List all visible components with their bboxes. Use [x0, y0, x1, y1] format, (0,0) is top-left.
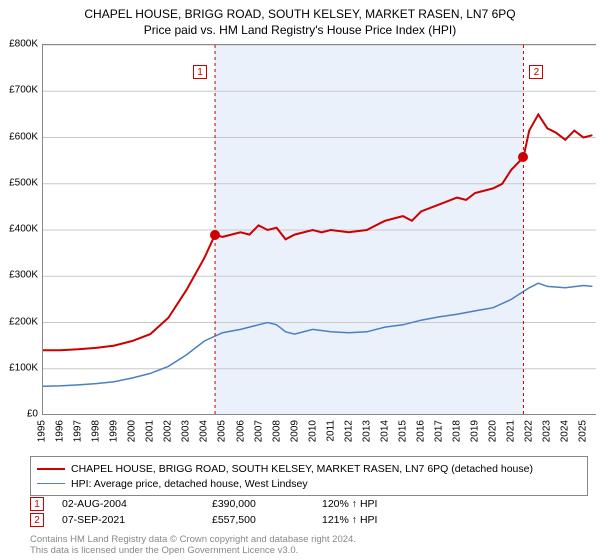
x-tick-label: 2017 [434, 420, 445, 442]
footer-attribution: Contains HM Land Registry data © Crown c… [30, 534, 588, 557]
x-tick-label: 2000 [127, 420, 138, 442]
x-tick-label: 2002 [163, 420, 174, 442]
x-tick-label: 2012 [343, 420, 354, 442]
x-tick-label: 2020 [488, 420, 499, 442]
legend-label-hpi: HPI: Average price, detached house, West… [71, 478, 308, 490]
y-tick-label: £200K [9, 316, 38, 327]
x-tick-label: 2003 [181, 420, 192, 442]
x-tick-label: 2024 [560, 420, 571, 442]
legend-label-property: CHAPEL HOUSE, BRIGG ROAD, SOUTH KELSEY, … [71, 463, 533, 475]
sale-row-price: £390,000 [212, 498, 322, 510]
chart-plot-area: 12 [42, 44, 596, 414]
x-tick-label: 2022 [524, 420, 535, 442]
sale-marker-badge: 1 [193, 65, 207, 79]
footer-line-1: Contains HM Land Registry data © Crown c… [30, 534, 588, 545]
x-axis-labels: 1995199619971998199920002001200220032004… [42, 418, 596, 458]
y-tick-label: £100K [9, 362, 38, 373]
x-tick-label: 2005 [217, 420, 228, 442]
footer-line-2: This data is licensed under the Open Gov… [30, 545, 588, 556]
y-tick-label: £500K [9, 177, 38, 188]
x-tick-label: 2015 [397, 420, 408, 442]
x-tick-label: 1997 [73, 420, 84, 442]
sale-row: 1 02-AUG-2004£390,000120% ↑ HPI [30, 496, 588, 512]
series-svg [42, 45, 596, 414]
sale-row-date: 02-AUG-2004 [62, 498, 212, 510]
legend: CHAPEL HOUSE, BRIGG ROAD, SOUTH KELSEY, … [30, 456, 588, 496]
sale-dot [210, 230, 220, 240]
y-tick-label: £700K [9, 85, 38, 96]
x-tick-label: 2006 [235, 420, 246, 442]
x-tick-label: 1999 [109, 420, 120, 442]
x-tick-label: 2001 [145, 420, 156, 442]
x-tick-label: 2021 [506, 420, 517, 442]
x-tick-label: 2007 [253, 420, 264, 442]
legend-row-hpi: HPI: Average price, detached house, West… [37, 476, 581, 491]
y-axis-labels: £0£100K£200K£300K£400K£500K£600K£700K£80… [0, 44, 40, 414]
x-tick-label: 2010 [307, 420, 318, 442]
x-tick-label: 2013 [361, 420, 372, 442]
sale-dot [518, 152, 528, 162]
legend-swatch-property [37, 468, 65, 470]
sale-row-hpi: 121% ↑ HPI [322, 514, 442, 526]
chart-title: CHAPEL HOUSE, BRIGG ROAD, SOUTH KELSEY, … [0, 0, 600, 23]
y-tick-label: £800K [9, 39, 38, 50]
x-tick-label: 2009 [289, 420, 300, 442]
sale-records: 1 02-AUG-2004£390,000120% ↑ HPI 2 07-SEP-20… [30, 496, 588, 528]
y-tick-label: £400K [9, 224, 38, 235]
x-tick-label: 2008 [271, 420, 282, 442]
y-tick-label: £300K [9, 270, 38, 281]
sale-row-badge: 2 [30, 513, 44, 527]
y-tick-label: £600K [9, 131, 38, 142]
x-tick-label: 2014 [379, 420, 390, 442]
chart-subtitle: Price paid vs. HM Land Registry's House … [0, 23, 600, 41]
sale-row-date: 07-SEP-2021 [62, 514, 212, 526]
x-tick-label: 2018 [452, 420, 463, 442]
x-tick-label: 1998 [91, 420, 102, 442]
x-tick-label: 1996 [55, 420, 66, 442]
y-axis-line [42, 44, 43, 414]
x-tick-label: 2016 [415, 420, 426, 442]
x-tick-label: 2025 [578, 420, 589, 442]
sale-row-hpi: 120% ↑ HPI [322, 498, 442, 510]
sale-marker-badge: 2 [529, 65, 543, 79]
sale-row-badge: 1 [30, 497, 44, 511]
x-tick-label: 2023 [542, 420, 553, 442]
y-tick-label: £0 [27, 409, 38, 420]
x-tick-label: 1995 [37, 420, 48, 442]
x-tick-label: 2019 [470, 420, 481, 442]
sale-row-price: £557,500 [212, 514, 322, 526]
x-axis-line [42, 414, 596, 415]
sale-row: 2 07-SEP-2021£557,500121% ↑ HPI [30, 512, 588, 528]
x-tick-label: 2004 [199, 420, 210, 442]
x-tick-label: 2011 [325, 420, 336, 442]
legend-swatch-hpi [37, 483, 65, 484]
legend-row-property: CHAPEL HOUSE, BRIGG ROAD, SOUTH KELSEY, … [37, 461, 581, 476]
